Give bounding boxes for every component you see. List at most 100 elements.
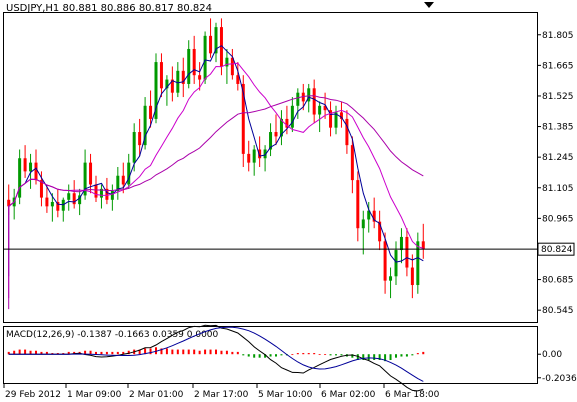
candle — [56, 188, 60, 218]
macd-bar — [62, 353, 65, 355]
time-tick-label: 6 Mar 18:00 — [385, 390, 440, 400]
macd-bar — [302, 353, 305, 355]
candle — [399, 228, 403, 264]
candle — [279, 110, 283, 146]
candle — [105, 177, 109, 205]
candle-body — [23, 158, 27, 172]
macd-bar — [105, 351, 108, 355]
macd-bar — [231, 351, 234, 355]
candle-body — [121, 175, 125, 185]
candle-body — [198, 75, 202, 80]
price-tick-label: 81.805 — [542, 31, 574, 41]
macd-bar — [165, 348, 168, 355]
macd-bar — [356, 354, 359, 360]
price-axis[interactable]: 81.805 81.665 81.525 81.385 81.245 81.105 80.9… — [538, 31, 574, 316]
candle-body — [312, 88, 316, 115]
candle — [329, 101, 333, 137]
price-tick-label: 81.525 — [542, 92, 574, 102]
candle-body — [405, 236, 409, 268]
candle — [318, 101, 322, 133]
candle — [67, 184, 71, 211]
candle-body — [230, 57, 234, 76]
candle — [116, 167, 120, 200]
macd-bar — [373, 354, 376, 360]
macd-bar — [405, 354, 408, 357]
time-tick-label: 1 Mar 09:00 — [67, 390, 122, 400]
candle-body — [421, 241, 425, 250]
candle — [110, 184, 114, 211]
candle-body — [154, 62, 158, 119]
candle — [29, 153, 33, 189]
macd-bar — [40, 351, 43, 355]
macd-bar — [155, 347, 157, 355]
macd-header: MACD(12,26,9) -0.1387 -0.1663 0.0359 0.0… — [6, 330, 219, 340]
macd-bar — [127, 350, 130, 355]
candle — [345, 110, 349, 154]
candle — [187, 40, 191, 89]
candle-body — [89, 162, 93, 185]
macd-bar — [176, 349, 179, 355]
candle — [258, 136, 262, 167]
candle — [405, 228, 409, 277]
candle-body — [334, 112, 338, 128]
macd-bar — [73, 351, 76, 355]
shift-marker-icon[interactable] — [424, 2, 434, 8]
candle-body — [116, 175, 120, 192]
macd-tick-label: 0.00 — [542, 350, 562, 360]
macd-bar — [258, 354, 261, 358]
current-price-label: 80.824 — [541, 245, 573, 255]
macd-bar — [422, 351, 425, 355]
candle-body — [203, 35, 207, 80]
macd-bar — [95, 351, 97, 355]
macd-bar — [340, 354, 343, 356]
candle-body — [181, 70, 185, 84]
candle-body — [18, 158, 22, 198]
candle — [389, 267, 393, 299]
candle — [323, 92, 327, 119]
candle-body — [290, 105, 294, 128]
candle-body — [50, 201, 54, 207]
macd-signal-line — [8, 326, 424, 382]
candle — [339, 101, 343, 128]
candle — [247, 140, 251, 172]
macd-bar — [247, 354, 250, 357]
time-tick-label: 2 Mar 01:00 — [129, 390, 184, 400]
macd-bar — [335, 354, 337, 356]
moving-averages — [8, 45, 424, 310]
macd-bar — [193, 349, 196, 355]
price-tick-label: 80.545 — [542, 306, 574, 316]
candle — [78, 188, 82, 216]
price-tick-label: 80.965 — [542, 214, 574, 224]
candle-body — [56, 201, 60, 211]
candle-body — [132, 132, 136, 163]
macd-axis[interactable]: 0.00 -0.2036 — [538, 350, 577, 384]
candle-body — [279, 118, 283, 137]
candle-body — [410, 267, 414, 286]
candle — [170, 66, 174, 102]
candle — [198, 62, 202, 91]
macd-pane-frame — [3, 326, 538, 384]
candle — [296, 88, 300, 119]
candle — [209, 18, 213, 58]
candle-body — [399, 236, 403, 251]
candle-body — [247, 153, 251, 163]
candle-body — [165, 79, 169, 89]
candle-body — [389, 276, 393, 281]
macd-bar — [35, 350, 37, 355]
macd-bar — [29, 350, 32, 355]
candle-body — [394, 250, 398, 277]
macd-bar — [318, 354, 321, 356]
price-tick-label: 81.245 — [542, 153, 574, 163]
candle-body — [149, 105, 153, 119]
candle — [394, 241, 398, 286]
candle-body — [258, 149, 262, 159]
symbol-header: USDJPY,H1 80.881 80.886 80.817 80.824 — [6, 3, 212, 14]
time-axis[interactable]: 29 Feb 2012 1 Mar 09:00 2 Mar 01:00 2 Mar 1… — [3, 384, 440, 400]
candle — [269, 123, 273, 157]
candle — [372, 197, 376, 229]
macd-bar — [236, 351, 239, 355]
macd-bar — [400, 354, 403, 357]
macd-bar — [149, 348, 152, 355]
